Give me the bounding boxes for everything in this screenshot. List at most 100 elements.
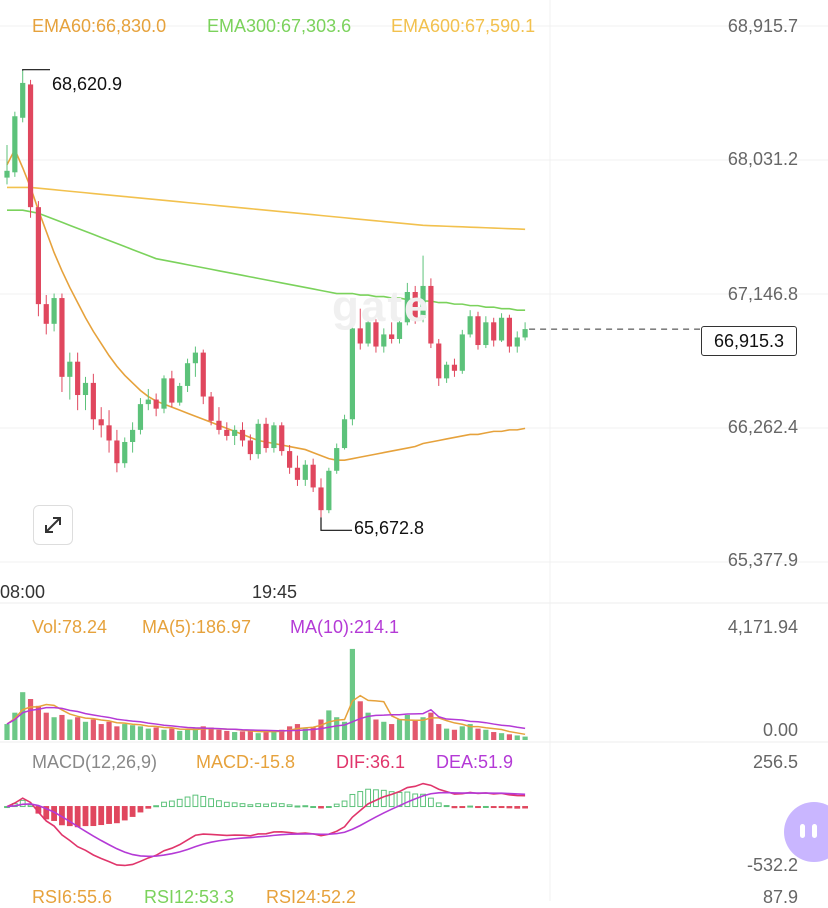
- volume-bar: [130, 725, 136, 740]
- candle-body: [412, 292, 418, 318]
- volume-bar: [396, 719, 403, 740]
- candle-body: [373, 322, 379, 347]
- volume-bar: [90, 719, 96, 740]
- volume-bar: [483, 729, 489, 740]
- volume-bar: [412, 720, 418, 740]
- volume-bar: [12, 712, 18, 740]
- candle-body: [444, 364, 450, 379]
- volume-bar: [153, 727, 159, 740]
- macd-histogram-bar: [404, 791, 411, 808]
- volume-bar: [349, 648, 355, 740]
- macd-histogram-bar: [420, 793, 426, 808]
- candle-body: [130, 429, 136, 442]
- candle-body: [357, 328, 363, 344]
- candle-body: [255, 423, 261, 455]
- macd-histogram-bar: [129, 806, 136, 817]
- candle-body: [506, 317, 512, 347]
- price-axis-label: 68,915.7: [727, 16, 798, 36]
- assistant-bot-button[interactable]: [784, 802, 828, 862]
- volume-bar: [491, 732, 497, 740]
- volume-bar: [224, 730, 230, 740]
- macd-histogram-bar: [380, 789, 387, 808]
- rsi6-label: RSI6:55.6: [32, 887, 113, 907]
- candle-body: [153, 399, 159, 409]
- volume-bar: [326, 710, 332, 740]
- candle-body: [271, 425, 277, 449]
- candle-body: [498, 317, 505, 341]
- ema300-label: EMA300:67,303.6: [207, 16, 352, 36]
- candle-body: [310, 464, 316, 488]
- macd-histogram-bar: [310, 806, 317, 809]
- bot-eye-icon: [800, 824, 805, 838]
- macd-histogram-bar: [153, 805, 160, 808]
- macd-histogram-bar: [208, 798, 214, 808]
- macd-histogram-bar: [271, 802, 277, 808]
- ema600-line: [7, 186, 526, 231]
- macd-histogram-bar: [286, 804, 293, 808]
- volume-bar: [82, 721, 89, 740]
- macd-histogram-bar: [514, 806, 521, 809]
- macd-histogram-bar: [161, 801, 167, 808]
- candle-body: [396, 322, 403, 339]
- candle-body: [208, 396, 214, 421]
- candle-body: [177, 385, 183, 403]
- volume-bar: [310, 727, 316, 740]
- macd-histogram-bar: [114, 806, 120, 824]
- volume-bar: [279, 729, 285, 740]
- rsi12-label: RSI12:53.3: [144, 887, 235, 907]
- candle-body: [75, 361, 81, 396]
- volume-bar: [145, 728, 151, 740]
- volume-bar: [498, 733, 505, 740]
- volume-bar: [420, 717, 426, 740]
- macd-histogram-bar: [98, 806, 105, 826]
- ema60-label: EMA60:66,830.0: [32, 16, 167, 36]
- candle-body: [122, 441, 128, 464]
- candle-body: [263, 423, 269, 449]
- expand-button[interactable]: [33, 505, 73, 545]
- candle-body: [334, 448, 340, 471]
- macd-histogram-bar: [43, 806, 50, 820]
- macd-histogram-bar: [82, 806, 89, 827]
- dea-label: DEA:51.9: [436, 752, 514, 772]
- volume-bar: [216, 729, 222, 740]
- macd-histogram-bar: [459, 806, 466, 809]
- volume-bar: [169, 728, 175, 740]
- candle-body: [51, 298, 57, 324]
- volume-bar: [357, 701, 363, 740]
- macd-histogram-bar: [325, 805, 332, 808]
- price-axis-label: 67,146.8: [727, 284, 798, 304]
- expand-icon: [45, 517, 61, 533]
- candle-body: [491, 322, 497, 341]
- volume-bar: [444, 728, 450, 740]
- candle-body: [467, 316, 473, 335]
- candle-body: [98, 419, 104, 426]
- vol-label: Vol:78.24: [32, 617, 108, 637]
- volume-bar: [59, 714, 65, 740]
- volume-bar: [271, 730, 277, 740]
- macd-histogram-bar: [349, 793, 356, 808]
- candle-body: [341, 419, 348, 449]
- candle-body: [389, 334, 395, 339]
- candle-body: [349, 328, 355, 420]
- candle-body: [459, 334, 465, 371]
- macd-axis-label: -532.2: [746, 855, 798, 875]
- volume-bar: [122, 724, 128, 740]
- candle-body: [428, 285, 434, 344]
- candle-body: [294, 467, 301, 480]
- macd-histogram-bar: [74, 806, 81, 828]
- macd-histogram-bar: [263, 803, 269, 808]
- volume-bar: [192, 728, 198, 740]
- candle-body: [404, 292, 410, 323]
- candle-body: [287, 451, 293, 468]
- macd-histogram-bar: [341, 800, 348, 808]
- macd-histogram-bar: [506, 806, 513, 809]
- macd-histogram-bar: [294, 805, 301, 808]
- candle-body: [161, 378, 167, 409]
- candle-body: [184, 363, 191, 386]
- macd-histogram-bar: [475, 806, 481, 809]
- dea-line: [6, 791, 526, 858]
- candle-body: [247, 440, 253, 455]
- ema300-line: [7, 209, 526, 311]
- vol-axis-label: 4,171.94: [727, 617, 798, 637]
